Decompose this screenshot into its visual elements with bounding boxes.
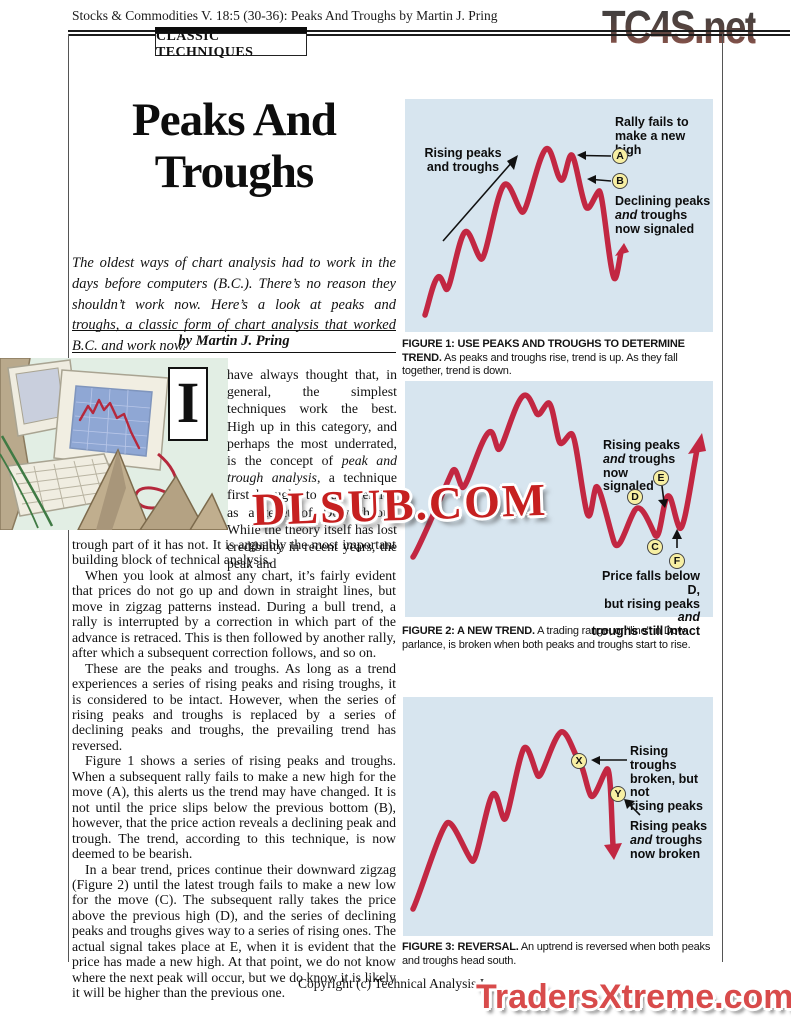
figure2-badge-f: F: [669, 553, 685, 569]
figure1-label-declining: Declining peaks and troughs now signaled: [615, 194, 711, 236]
figure2-curve: [410, 392, 706, 560]
figure3-caption: FIGURE 3: REVERSAL. An uptrend is revers…: [402, 941, 711, 967]
figure1-label-rising: Rising peaks and troughs: [424, 146, 502, 174]
dropcap: I: [168, 367, 208, 441]
tradersxtreme-watermark: TradersXtreme.com: [476, 978, 791, 1016]
figure2-label-price: Price falls below D, but rising peaks an…: [591, 569, 700, 639]
p1-text-a: have always thought that, in general, th…: [227, 367, 397, 469]
figure3-label-y: Rising peaks and troughs now broken: [630, 819, 708, 861]
body-paragraph-narrow: have always thought that, in general, th…: [227, 366, 397, 572]
computer-illustration-art: [0, 357, 230, 531]
article-intro: The oldest ways of chart analysis had to…: [72, 255, 396, 355]
header-rule-bottom: [68, 34, 790, 36]
header-citation: Stocks & Commodities V. 18:5 (30-36): Pe…: [72, 8, 498, 23]
figure1-curve: [422, 146, 629, 318]
dlsub-watermark: DLSUB.COM: [251, 473, 549, 536]
figure3-badge-x: X: [571, 753, 587, 769]
computer-illustration: [0, 357, 230, 531]
classic-techniques-bar: [155, 27, 307, 34]
body-paragraph-5: In a bear trend, prices continue their d…: [72, 861, 396, 1001]
figure2-badge-c: C: [647, 539, 663, 555]
p1-text-b: , a technique first brought to our atten…: [227, 470, 397, 572]
page-title: Peaks And Troughs: [72, 94, 396, 198]
classic-techniques-badge: CLASSIC TECHNIQUES: [155, 29, 307, 60]
p1-italic: peak and trough analysis: [227, 453, 397, 486]
figure3-badge-y: Y: [610, 786, 626, 802]
body-paragraph-2: When you look at almost any chart, it’s …: [72, 567, 396, 661]
body-paragraph-3: These are the peaks and troughs. As long…: [72, 660, 396, 753]
tc4s-watermark-logo: TC4S.net: [602, 1, 758, 53]
figure2-badge-d: D: [627, 489, 643, 505]
title-line1: Peaks And: [132, 94, 337, 146]
body-paragraph-4: Figure 1 shows a series of rising peaks …: [72, 753, 396, 862]
byline-rule-top: [72, 330, 396, 332]
header-rule-top: [68, 30, 790, 32]
figure2-label-signaled: Rising peaks and troughs now signaled: [603, 438, 681, 494]
body-text: trough part of it has not. It is arguabl…: [72, 537, 396, 1001]
figure1-caption: FIGURE 1: USE PEAKS AND TROUGHS TO DETER…: [402, 338, 685, 377]
figure3-curve: [410, 729, 641, 912]
figure3-label-x: Rising troughs broken, but not rising pe…: [630, 744, 703, 814]
figure2-caption: FIGURE 2: A NEW TREND. A trading range, …: [402, 625, 691, 651]
figure1-label-rally: Rally fails to make a new high: [615, 115, 689, 157]
figure1-badge-a: A: [612, 148, 628, 164]
copyright-line: Copyright (c) Technical Analysis I: [298, 976, 485, 991]
byline: by Martin J. Pring: [178, 333, 290, 349]
right-column-rule: [722, 34, 723, 962]
figure3-chart: X Y Rising troughs broken, but not risin…: [403, 697, 713, 936]
figure1-badge-b: B: [612, 173, 628, 189]
figure2-badge-e: E: [653, 470, 669, 486]
figure2-chart: Rising peaks and troughs now signaled D …: [405, 381, 713, 638]
byline-rule-bottom: [72, 352, 396, 354]
body-paragraph-1c: trough part of it has not. It is arguabl…: [72, 537, 396, 568]
title-line2: Troughs: [154, 146, 314, 198]
figure1-chart: Rising peaks and troughs Rally fails to …: [405, 99, 713, 332]
